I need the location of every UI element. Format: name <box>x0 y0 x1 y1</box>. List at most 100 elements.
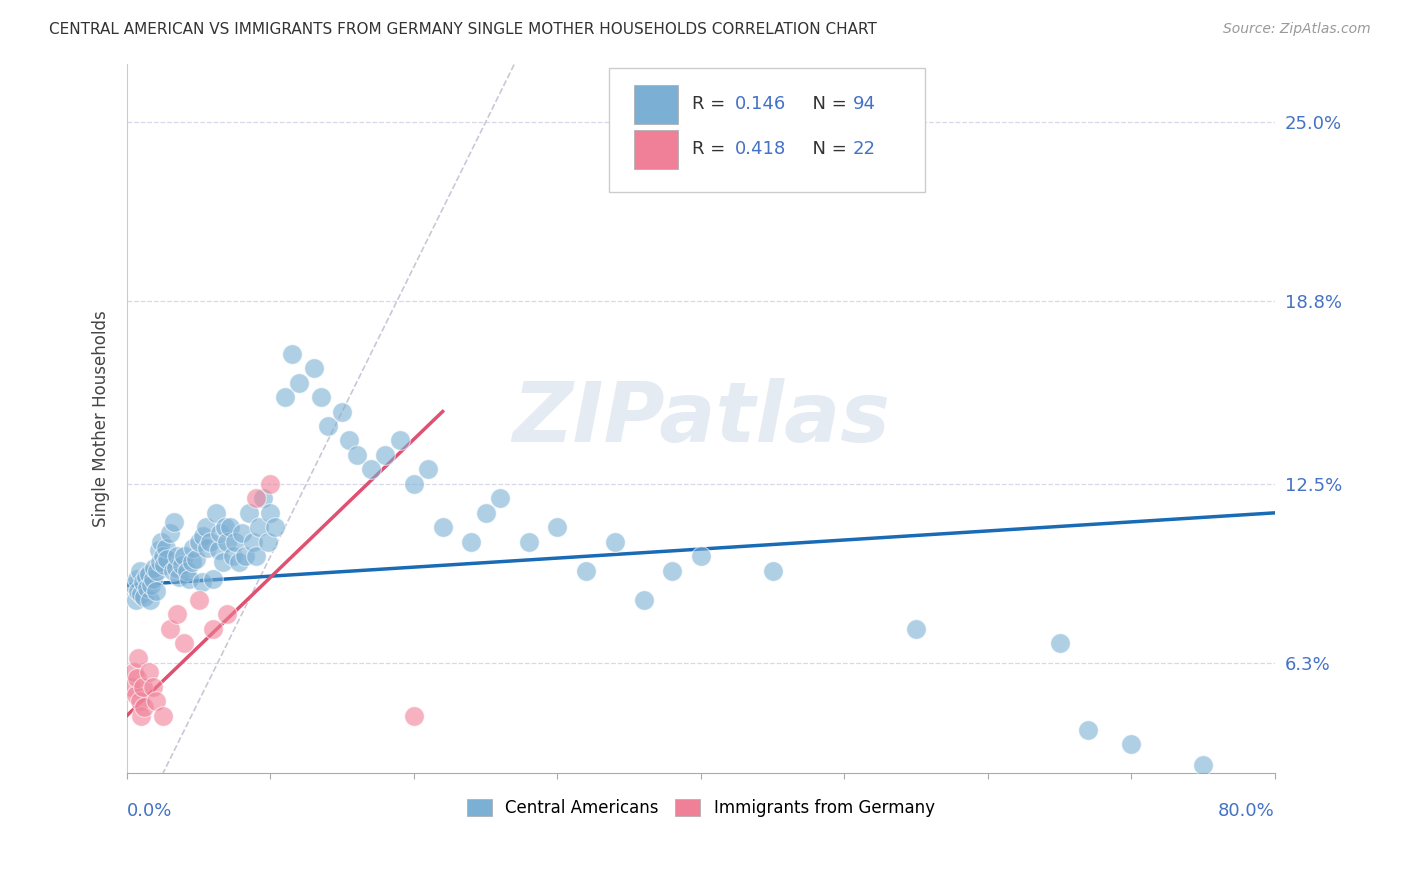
Point <box>181 541 204 555</box>
Point <box>219 520 242 534</box>
Legend: Central Americans, Immigrants from Germany: Central Americans, Immigrants from Germa… <box>458 790 943 825</box>
Point <box>259 506 281 520</box>
Point <box>152 708 174 723</box>
Point <box>122 665 145 679</box>
Text: 0.0%: 0.0% <box>127 802 173 820</box>
Text: 94: 94 <box>852 95 876 113</box>
Point <box>129 694 152 708</box>
Point <box>166 549 188 564</box>
Point <box>149 555 172 569</box>
Point <box>166 607 188 622</box>
Point <box>316 419 339 434</box>
Point <box>165 561 187 575</box>
Text: R =: R = <box>692 140 731 158</box>
Point <box>145 694 167 708</box>
Point <box>633 592 655 607</box>
Point <box>159 622 181 636</box>
Point <box>176 564 198 578</box>
Point <box>190 575 212 590</box>
Point <box>131 708 153 723</box>
Point <box>259 476 281 491</box>
Point <box>142 573 165 587</box>
Point <box>242 534 264 549</box>
Text: N =: N = <box>801 95 852 113</box>
Point <box>905 622 928 636</box>
Point <box>374 448 396 462</box>
Point <box>517 534 540 549</box>
Point <box>138 566 160 581</box>
Point <box>231 526 253 541</box>
Point <box>162 564 184 578</box>
Point <box>120 680 142 694</box>
Point <box>173 549 195 564</box>
Point <box>194 520 217 534</box>
Point <box>360 462 382 476</box>
Point <box>167 569 190 583</box>
Point <box>1192 757 1215 772</box>
Point <box>346 448 368 462</box>
Point <box>205 506 228 520</box>
Point <box>1077 723 1099 737</box>
Point <box>575 564 598 578</box>
Point <box>222 549 245 564</box>
Point <box>170 558 193 572</box>
Point <box>143 561 166 575</box>
Point <box>762 564 785 578</box>
Point <box>184 552 207 566</box>
Point <box>135 569 157 583</box>
Point <box>432 520 454 534</box>
Point <box>1049 636 1071 650</box>
Point <box>187 534 209 549</box>
Point <box>132 575 155 590</box>
Point <box>148 543 170 558</box>
FancyBboxPatch shape <box>634 85 678 124</box>
Point <box>129 564 152 578</box>
FancyBboxPatch shape <box>634 129 678 169</box>
Point <box>281 346 304 360</box>
Point <box>212 555 235 569</box>
Point <box>217 607 239 622</box>
Point <box>402 708 425 723</box>
Point <box>402 476 425 491</box>
Point <box>152 549 174 564</box>
Text: 80.0%: 80.0% <box>1218 802 1275 820</box>
Point <box>256 534 278 549</box>
Point <box>224 534 246 549</box>
Point <box>388 434 411 448</box>
Text: R =: R = <box>692 95 731 113</box>
Point <box>546 520 568 534</box>
Point <box>690 549 713 564</box>
Point <box>209 526 232 541</box>
Point <box>150 534 173 549</box>
Point <box>146 564 169 578</box>
Point <box>127 650 149 665</box>
FancyBboxPatch shape <box>609 68 925 192</box>
Point <box>159 526 181 541</box>
Point <box>153 558 176 572</box>
Point <box>247 520 270 534</box>
Point <box>217 534 239 549</box>
Point <box>187 592 209 607</box>
Point <box>180 555 202 569</box>
Text: 22: 22 <box>852 140 876 158</box>
Point <box>233 549 256 564</box>
Point <box>195 541 218 555</box>
Point <box>202 622 225 636</box>
Point <box>124 688 146 702</box>
Point <box>156 552 179 566</box>
Text: Source: ZipAtlas.com: Source: ZipAtlas.com <box>1223 22 1371 37</box>
Point <box>177 573 200 587</box>
Point <box>125 573 148 587</box>
Point <box>309 390 332 404</box>
Y-axis label: Single Mother Households: Single Mother Households <box>93 310 110 527</box>
Point <box>202 573 225 587</box>
Point <box>200 534 222 549</box>
Point <box>1121 738 1143 752</box>
Point <box>252 491 274 506</box>
Point <box>460 534 482 549</box>
Point <box>155 541 177 555</box>
Point <box>288 376 311 390</box>
Point <box>661 564 683 578</box>
Text: 0.418: 0.418 <box>735 140 786 158</box>
Point <box>274 390 297 404</box>
